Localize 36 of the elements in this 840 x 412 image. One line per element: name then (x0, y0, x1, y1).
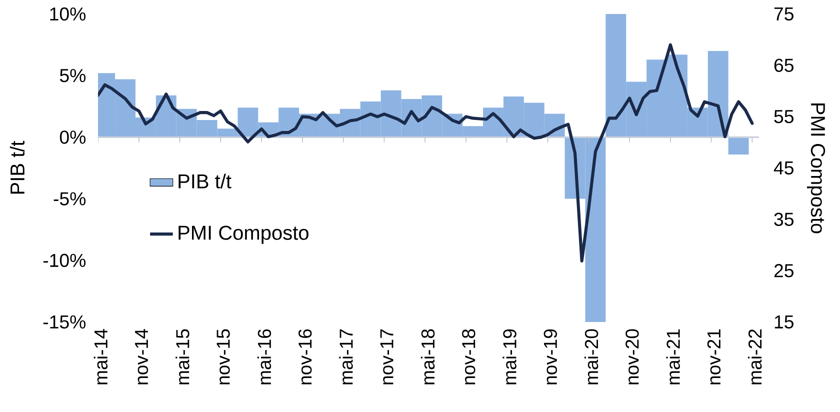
x-tick-label: nov-17 (380, 329, 394, 384)
y-tick-label: -10% (43, 254, 86, 268)
x-tick-label: mai-15 (176, 329, 190, 384)
x-tick-label: mai-22 (748, 329, 762, 384)
x-tick-label: mai-14 (94, 329, 108, 384)
x-tick-label: nov-19 (544, 329, 558, 384)
line-series (98, 43, 754, 262)
x-tick-label: nov-16 (298, 329, 312, 384)
y2-tick-label: 65 (774, 58, 794, 72)
y-tick-label: -15% (43, 315, 86, 329)
x-tick-label: nov-20 (626, 329, 639, 384)
x-tick-label: mai-17 (339, 329, 353, 384)
y2-tick-label: 25 (774, 264, 794, 278)
y2-tick-label: 15 (774, 315, 794, 329)
x-tick-label: nov-15 (216, 329, 230, 384)
legend-label: PIB t/t (178, 174, 232, 188)
x-tick-label: mai-18 (420, 329, 435, 384)
y-tick-label: 5% (60, 69, 86, 82)
y2-tick-label: 35 (774, 212, 794, 226)
x-tick-label: nov-14 (135, 329, 148, 384)
y2-axis-title: PMI Composto (806, 104, 826, 234)
x-tick-label: mai-19 (502, 329, 516, 384)
y-axis-title: PIB t/t (10, 140, 25, 194)
y2-tick-label: 75 (774, 7, 794, 21)
x-tick-label: mai-21 (666, 329, 680, 384)
x-tick-label: nov-18 (462, 329, 476, 384)
y-tick-label: -5% (54, 192, 86, 206)
x-tick-label: nov-21 (707, 329, 721, 384)
x-tick-label: mai-16 (257, 329, 272, 384)
y-tick-label: 0% (60, 130, 86, 144)
y2-tick-label: 55 (774, 110, 794, 124)
legend-label: PMI Composto (178, 226, 308, 244)
x-tick-label: mai-20 (584, 329, 598, 384)
y2-tick-label: 45 (774, 161, 794, 175)
bar (728, 137, 749, 154)
y-tick-label: 10% (50, 7, 86, 21)
